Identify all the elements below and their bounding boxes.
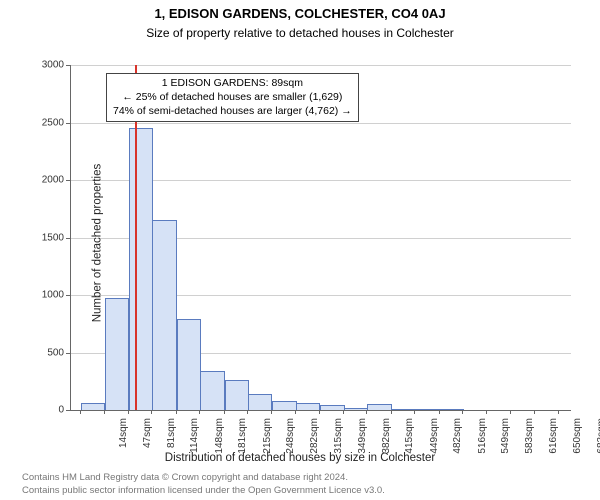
ytick-mark bbox=[66, 410, 70, 411]
xtick-mark bbox=[414, 410, 415, 414]
histogram-bar bbox=[81, 403, 105, 410]
histogram-bar bbox=[152, 220, 176, 410]
ytick-mark bbox=[66, 238, 70, 239]
xtick-mark bbox=[224, 410, 225, 414]
xtick-mark bbox=[343, 410, 344, 414]
xtick-mark bbox=[462, 410, 463, 414]
page-title: 1, EDISON GARDENS, COLCHESTER, CO4 0AJ bbox=[0, 6, 600, 21]
xtick-mark bbox=[151, 410, 152, 414]
xtick-mark bbox=[176, 410, 177, 414]
xtick-mark bbox=[391, 410, 392, 414]
ytick-mark bbox=[66, 65, 70, 66]
histogram-bar bbox=[440, 409, 464, 410]
gridline bbox=[71, 65, 571, 66]
xtick-mark bbox=[319, 410, 320, 414]
ytick-mark bbox=[66, 180, 70, 181]
xtick-mark bbox=[366, 410, 367, 414]
xtick-mark bbox=[534, 410, 535, 414]
histogram-bar bbox=[392, 409, 416, 410]
xtick-mark bbox=[439, 410, 440, 414]
xtick-mark bbox=[199, 410, 200, 414]
histogram-bar bbox=[129, 128, 153, 410]
histogram-bar bbox=[367, 404, 391, 410]
footer-line2: Contains public sector information licen… bbox=[22, 485, 385, 496]
xtick-mark bbox=[510, 410, 511, 414]
histogram-bar bbox=[105, 298, 129, 410]
annotation-line1: 1 EDISON GARDENS: 89sqm bbox=[113, 76, 352, 90]
histogram-bar bbox=[296, 403, 320, 410]
ytick-label: 2500 bbox=[24, 117, 64, 128]
property-annotation: 1 EDISON GARDENS: 89sqm ← 25% of detache… bbox=[106, 73, 359, 122]
annotation-line3: 74% of semi-detached houses are larger (… bbox=[113, 104, 352, 118]
ytick-mark bbox=[66, 123, 70, 124]
histogram-bar bbox=[272, 401, 296, 410]
xtick-mark bbox=[104, 410, 105, 414]
xtick-mark bbox=[128, 410, 129, 414]
ytick-mark bbox=[66, 295, 70, 296]
ytick-label: 2000 bbox=[24, 175, 64, 186]
x-axis-label: Distribution of detached houses by size … bbox=[0, 452, 600, 464]
ytick-label: 1000 bbox=[24, 290, 64, 301]
gridline bbox=[71, 123, 571, 124]
page-subtitle: Size of property relative to detached ho… bbox=[0, 26, 600, 40]
histogram-bar bbox=[225, 380, 249, 410]
ytick-label: 0 bbox=[24, 405, 64, 416]
xtick-mark bbox=[247, 410, 248, 414]
ytick-label: 3000 bbox=[24, 60, 64, 71]
histogram-bar bbox=[177, 319, 201, 410]
ytick-label: 500 bbox=[24, 347, 64, 358]
footer-line1: Contains HM Land Registry data © Crown c… bbox=[22, 472, 348, 483]
histogram-bar bbox=[200, 371, 224, 410]
histogram-bar bbox=[248, 394, 272, 410]
histogram-bar bbox=[415, 409, 439, 410]
xtick-mark bbox=[486, 410, 487, 414]
histogram-bar bbox=[344, 408, 368, 410]
ytick-label: 1500 bbox=[24, 232, 64, 243]
histogram-bar bbox=[320, 405, 344, 410]
annotation-line2: ← 25% of detached houses are smaller (1,… bbox=[113, 90, 352, 104]
xtick-mark bbox=[295, 410, 296, 414]
xtick-mark bbox=[80, 410, 81, 414]
xtick-mark bbox=[271, 410, 272, 414]
xtick-mark bbox=[558, 410, 559, 414]
y-axis-label: Number of detached properties bbox=[91, 164, 103, 323]
ytick-mark bbox=[66, 353, 70, 354]
